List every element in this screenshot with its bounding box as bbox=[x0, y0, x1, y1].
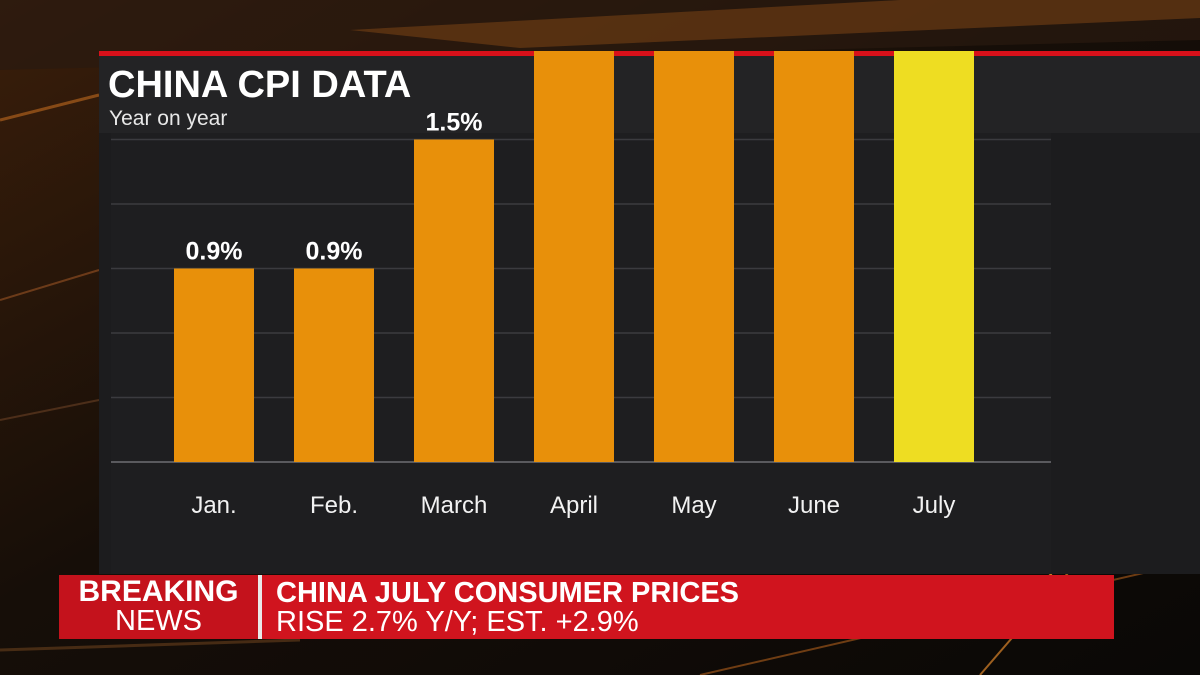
headline-box: CHINA JULY CONSUMER PRICES RISE 2.7% Y/Y… bbox=[262, 575, 1114, 639]
chart-title: CHINA CPI DATA bbox=[108, 64, 412, 106]
bar-july bbox=[894, 51, 974, 462]
x-tick-label: June bbox=[788, 492, 840, 519]
data-label: 0.9% bbox=[306, 238, 363, 266]
accent-bar bbox=[99, 51, 1200, 56]
x-tick-label: July bbox=[913, 492, 956, 519]
ticker-divider bbox=[258, 575, 262, 639]
bar-chart: 0.9%Jan.0.9%Feb.1.5%March2.1%April2.1%Ma… bbox=[111, 51, 1051, 519]
x-tick-label: Feb. bbox=[310, 492, 358, 519]
bar-feb bbox=[294, 268, 374, 462]
x-tick-label: April bbox=[550, 492, 598, 519]
bar-june bbox=[774, 51, 854, 462]
chart-subtitle: Year on year bbox=[109, 107, 228, 130]
breaking-news-label: BREAKING NEWS bbox=[59, 575, 258, 639]
data-label: 1.5% bbox=[426, 109, 483, 137]
x-tick-label: March bbox=[421, 492, 488, 519]
news-text: NEWS bbox=[115, 605, 202, 637]
breaking-text: BREAKING bbox=[78, 575, 239, 608]
breaking-news-ticker: BREAKING NEWS CHINA JULY CONSUMER PRICES… bbox=[59, 575, 1114, 639]
x-tick-label: Jan. bbox=[191, 492, 236, 519]
bar-march bbox=[414, 139, 494, 462]
bar-april bbox=[534, 51, 614, 462]
bar-may bbox=[654, 51, 734, 462]
x-tick-label: May bbox=[671, 492, 716, 519]
chart-header: CHINA CPI DATA Year on year bbox=[99, 56, 1200, 133]
data-label: 0.9% bbox=[186, 238, 243, 266]
headline-line-2: RISE 2.7% Y/Y; EST. +2.9% bbox=[276, 606, 639, 638]
bar-jan bbox=[174, 268, 254, 462]
headline-line-1: CHINA JULY CONSUMER PRICES bbox=[276, 577, 740, 609]
